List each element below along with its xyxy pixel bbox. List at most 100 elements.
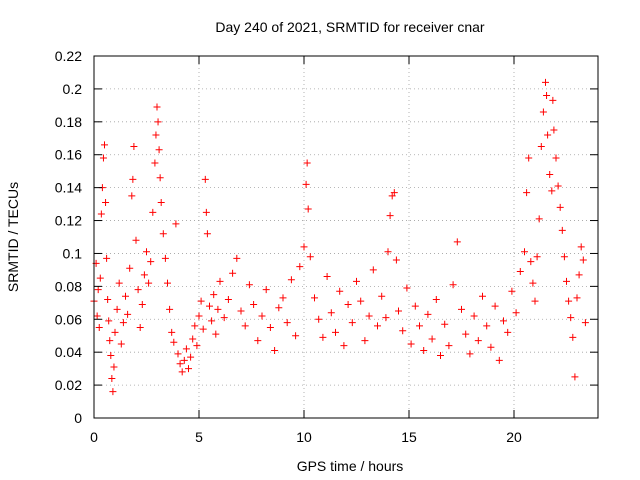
- data-point: [579, 256, 587, 264]
- data-point: [237, 307, 245, 315]
- data-point: [143, 248, 150, 256]
- x-tick-label: 10: [296, 429, 312, 445]
- data-point: [132, 236, 140, 244]
- data-point: [395, 307, 402, 315]
- data-point: [250, 300, 258, 308]
- data-point: [546, 170, 554, 178]
- data-point: [348, 319, 356, 327]
- data-point: [241, 322, 249, 330]
- data-point: [539, 108, 547, 116]
- data-point: [365, 312, 373, 320]
- data-point: [357, 297, 365, 305]
- data-point: [283, 319, 291, 327]
- data-point: [361, 337, 369, 345]
- data-point: [104, 296, 112, 304]
- data-point: [107, 351, 115, 359]
- data-point: [224, 296, 232, 304]
- data-point: [106, 337, 114, 345]
- data-point: [189, 335, 197, 343]
- data-point: [560, 253, 568, 261]
- data-point: [556, 203, 564, 211]
- data-point: [115, 279, 123, 287]
- data-point: [176, 360, 184, 368]
- data-point: [275, 304, 283, 312]
- data-point: [428, 335, 436, 343]
- data-point: [462, 330, 470, 338]
- data-point: [575, 271, 583, 279]
- data-point: [533, 253, 541, 261]
- data-point: [102, 198, 110, 206]
- data-point: [156, 174, 164, 182]
- data-point: [187, 353, 195, 361]
- data-point: [164, 279, 171, 287]
- data-point: [117, 340, 125, 348]
- y-tick-label: 0.04: [55, 344, 82, 360]
- data-point: [495, 356, 503, 364]
- data-point: [386, 212, 394, 220]
- data-point: [93, 312, 101, 320]
- x-tick-label: 5: [195, 429, 203, 445]
- y-tick-label: 0.18: [55, 114, 82, 130]
- y-tick-label: 0.08: [55, 278, 82, 294]
- data-point: [113, 305, 121, 313]
- y-tick-label: 0.12: [55, 213, 82, 229]
- data-point: [458, 305, 465, 313]
- data-point: [126, 264, 134, 272]
- data-point: [577, 243, 585, 251]
- chart-title: Day 240 of 2021, SRMTID for receiver cna…: [215, 19, 485, 35]
- data-point: [292, 332, 300, 340]
- data-point: [166, 305, 174, 313]
- data-point: [437, 351, 444, 359]
- y-axis-label: SRMTID / TECUs: [5, 182, 21, 292]
- data-point: [319, 333, 327, 341]
- data-point: [140, 271, 148, 279]
- data-point: [103, 254, 111, 262]
- data-point: [535, 215, 543, 223]
- data-point: [199, 325, 207, 333]
- data-point: [191, 322, 199, 330]
- data-point: [445, 342, 453, 350]
- data-point: [516, 268, 524, 276]
- x-tick-label: 15: [401, 429, 417, 445]
- data-point: [170, 338, 178, 346]
- data-point: [168, 328, 176, 336]
- data-point: [315, 315, 323, 323]
- data-point: [110, 363, 118, 371]
- data-point: [323, 272, 331, 280]
- data-point: [565, 297, 573, 305]
- data-point: [134, 286, 142, 294]
- data-point: [201, 175, 209, 183]
- y-tick-labels: 0 0.02 0.04 0.06 0.08 0.1 0.12 0.14 0.16 0.18 0.2 0…: [55, 48, 82, 426]
- data-point: [474, 337, 482, 345]
- data-point: [548, 187, 556, 195]
- data-point: [304, 205, 312, 213]
- data-point: [108, 375, 116, 383]
- data-point: [130, 143, 138, 150]
- data-point: [449, 281, 457, 289]
- data-point: [136, 324, 144, 331]
- data-point: [151, 159, 159, 167]
- data-point: [399, 327, 407, 335]
- data-point: [254, 337, 262, 345]
- data-point: [208, 317, 216, 325]
- data-point: [172, 220, 180, 228]
- data-point: [369, 266, 377, 274]
- data-point: [202, 208, 210, 216]
- data-point: [531, 297, 539, 305]
- data-point: [563, 277, 570, 285]
- data-point: [327, 309, 335, 317]
- x-tick-label: 0: [90, 429, 98, 445]
- data-point: [95, 324, 103, 331]
- data-point: [344, 300, 352, 308]
- data-point: [185, 365, 192, 373]
- y-tick-label: 0.1: [63, 245, 83, 261]
- data-point: [424, 310, 432, 318]
- data-point: [340, 342, 348, 350]
- data-point: [258, 312, 266, 320]
- data-point: [287, 276, 295, 284]
- data-point: [180, 356, 188, 364]
- x-tick-label: 20: [506, 429, 522, 445]
- data-point: [550, 126, 558, 134]
- data-point: [229, 269, 237, 277]
- data-point: [466, 350, 474, 358]
